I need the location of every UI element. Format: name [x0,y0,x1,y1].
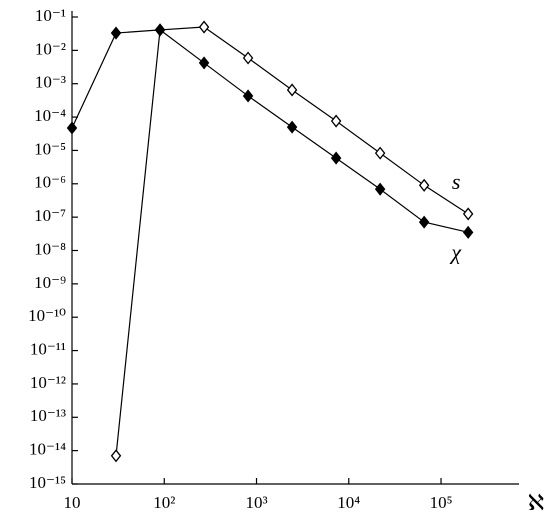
marker [418,178,430,192]
marker [374,182,386,196]
y-tick-label: 10⁻⁴ [34,106,66,125]
marker [110,449,122,463]
x-tick-label: 10⁴ [337,493,360,512]
series-line [71,29,469,233]
y-tick-label: 10⁻¹⁰ [28,306,66,325]
marker [242,89,254,103]
x-tick-label: 10³ [245,493,267,512]
marker [198,20,210,34]
y-tick-label: 10⁻⁹ [34,273,66,292]
marker [66,121,78,135]
marker [154,23,166,37]
x-tick-label: 10 [64,493,81,512]
y-tick-label: 10⁻⁸ [34,239,66,258]
y-tick-label: 10⁻² [35,39,66,58]
y-tick-label: 10⁻³ [35,73,66,92]
y-tick-label: 10⁻¹⁵ [29,473,66,492]
marker [286,120,298,134]
y-tick-label: 10⁻¹¹ [30,339,66,358]
marker [110,26,122,40]
y-tick-label: 10⁻¹ [35,6,66,25]
series-label: s [452,169,461,194]
marker [286,83,298,97]
y-tick-label: 10⁻¹⁴ [29,440,66,459]
y-tick-label: 10⁻⁵ [34,139,66,158]
marker [330,151,342,165]
y-tick-label: 10⁻⁶ [34,173,66,192]
x-tick-label: 10² [153,493,175,512]
x-tick-label: 10⁵ [430,493,453,512]
x-axis-label: ℵ [528,490,544,515]
y-tick-label: 10⁻¹³ [30,406,66,425]
marker [374,146,386,160]
marker [418,215,430,229]
y-tick-label: 10⁻⁷ [34,206,66,225]
marker [462,225,474,239]
series-label: χ [449,239,462,264]
y-tick-label: 10⁻¹² [30,373,66,392]
marker [462,207,474,221]
marker [242,51,254,65]
marker [330,114,342,128]
marker [198,56,210,70]
